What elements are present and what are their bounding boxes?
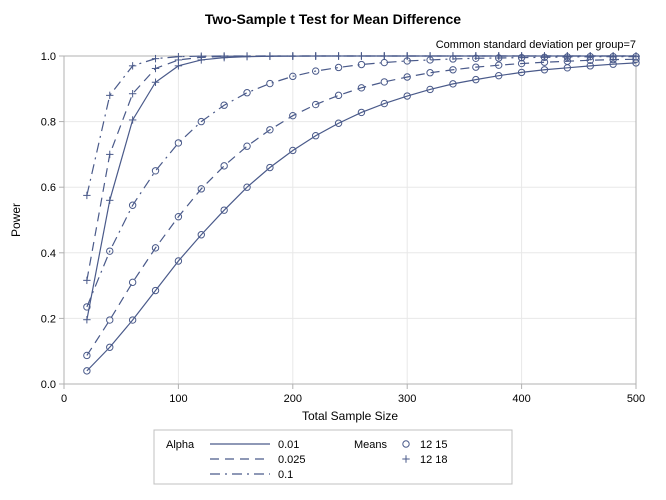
- circle-marker: [335, 92, 341, 98]
- x-ticks: 0 100 200 300 400 500: [61, 384, 645, 405]
- chart-subtitle: Common standard deviation per group=7: [436, 39, 636, 51]
- legend-alpha-title: Alpha: [166, 439, 195, 451]
- series-4: [83, 52, 640, 284]
- y-tick-label: 0.6: [41, 182, 56, 194]
- x-tick-label: 200: [284, 393, 302, 405]
- circle-marker: [403, 441, 409, 447]
- y-tick-label: 1.0: [41, 51, 56, 63]
- chart-title: Two-Sample t Test for Mean Difference: [205, 11, 461, 27]
- legend-alpha-label: 0.01: [278, 439, 299, 451]
- y-axis-label: Power: [9, 203, 23, 237]
- legend-means-label: 12 18: [420, 454, 448, 466]
- circle-marker: [129, 279, 135, 285]
- series-line: [87, 56, 636, 280]
- circle-marker: [267, 80, 273, 86]
- series-group: [83, 52, 640, 374]
- x-tick-label: 400: [512, 393, 530, 405]
- x-tick-label: 100: [169, 393, 187, 405]
- gridlines: [64, 56, 636, 384]
- series-line: [87, 59, 636, 355]
- series-2: [84, 53, 640, 310]
- legend-alpha-label: 0.025: [278, 454, 306, 466]
- x-tick-label: 500: [627, 393, 645, 405]
- x-tick-label: 300: [398, 393, 416, 405]
- y-tick-label: 0.4: [41, 248, 56, 260]
- legend: Alpha 0.01 0.025 0.1 Means 12 15 12 18: [154, 430, 512, 484]
- y-ticks: 0.0 0.2 0.4 0.6 0.8 1.0: [41, 51, 64, 391]
- plot-border: [64, 56, 636, 384]
- circle-marker: [381, 79, 387, 85]
- y-tick-label: 0.2: [41, 313, 56, 325]
- circle-marker: [107, 317, 113, 323]
- series-line: [87, 56, 636, 195]
- power-curve-chart: 0 100 200 300 400 500 0.0 0.2 0.4 0.6 0.8 1.0 Two-…: [0, 0, 666, 500]
- circle-marker: [244, 143, 250, 149]
- y-tick-label: 0.0: [41, 379, 56, 391]
- legend-means-label: 12 15: [420, 439, 448, 451]
- x-tick-label: 0: [61, 393, 67, 405]
- circle-marker: [152, 168, 158, 174]
- series-1: [84, 56, 640, 359]
- y-tick-label: 0.8: [41, 117, 56, 129]
- x-axis-label: Total Sample Size: [302, 409, 398, 423]
- series-line: [87, 56, 636, 320]
- series-3: [83, 52, 640, 323]
- legend-alpha-label: 0.1: [278, 469, 293, 481]
- legend-means-title: Means: [354, 439, 388, 451]
- series-0: [84, 60, 640, 374]
- series-line: [87, 57, 636, 307]
- legend-box: [154, 430, 512, 484]
- circle-marker: [244, 90, 250, 96]
- circle-marker: [221, 163, 227, 169]
